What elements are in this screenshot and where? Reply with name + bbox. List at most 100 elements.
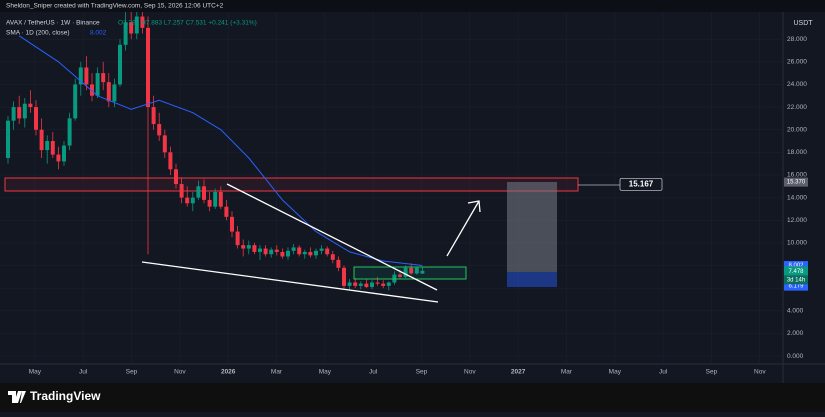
candle-body (162, 135, 167, 153)
x-tick-label: 2027 (511, 369, 526, 376)
x-tick-label: Nov (174, 369, 186, 376)
candle-body (17, 107, 22, 119)
candle-body (140, 16, 145, 28)
candle-body (386, 282, 391, 286)
x-tick-label: May (29, 369, 42, 376)
y-tick-label: 26.000 (787, 59, 807, 66)
y-tick-label: 14.000 (787, 194, 807, 201)
candle-body (22, 103, 27, 119)
candle-body (62, 145, 66, 162)
candle-body (375, 282, 380, 284)
candle-body (325, 248, 330, 255)
candle-body (258, 248, 262, 252)
legend-ohlc: O7.291 H7.883 L7.257 C7.531 +0.241 (+3.3… (118, 20, 257, 27)
candle-body (45, 141, 50, 151)
grid: 0.0002.0004.0006.0008.00010.00012.00014.… (0, 12, 807, 376)
candle-body (274, 249, 279, 252)
candle-body (146, 27, 150, 108)
x-tick-label: Sep (126, 369, 138, 376)
y-tick-label: 22.000 (787, 104, 807, 111)
legend-symbol: AVAX / TetherUS · 1W · Binance (6, 20, 100, 27)
price-tag (784, 281, 808, 291)
candle-body (56, 154, 61, 162)
candle-body (420, 270, 425, 274)
candle-body (409, 267, 414, 274)
lower-trendline (141, 261, 439, 303)
y-tick-label: 2.000 (787, 330, 804, 337)
candle-body (213, 191, 218, 207)
candle-body (101, 73, 106, 83)
candle-body (39, 129, 44, 151)
y-tick-label: 0.000 (787, 353, 804, 360)
x-tick-label: Sep (416, 369, 428, 376)
candle-body (302, 251, 307, 255)
candle-body (347, 282, 352, 286)
candle-body (230, 216, 234, 232)
candle-body (364, 283, 369, 288)
logo-text: TradingView (30, 389, 101, 403)
candle-body (286, 250, 290, 257)
candle-body (224, 206, 229, 217)
candle-body (28, 103, 33, 108)
candle-body (106, 82, 111, 102)
x-tick-label: Mar (271, 369, 283, 376)
arrow-shaft (446, 200, 480, 257)
candle-body (342, 267, 346, 286)
x-tick-label: Jul (79, 369, 88, 376)
price-tag-label: 7.478 (788, 269, 804, 275)
y-tick-label: 20.000 (787, 126, 807, 133)
candle-body (358, 283, 363, 286)
candle-body (263, 248, 268, 255)
candle-body (241, 245, 246, 249)
candle-body (118, 44, 122, 85)
y-tick-label: 16.000 (787, 172, 807, 179)
candle-body (370, 282, 374, 288)
candle-body (174, 169, 178, 185)
x-tick-label: May (319, 369, 332, 376)
candle-body (123, 22, 128, 45)
y-tick-label: 24.000 (787, 81, 807, 88)
candle-body (78, 67, 83, 85)
y-tick-label: 12.000 (787, 217, 807, 224)
candle-body (34, 107, 38, 130)
candle-body (246, 245, 251, 249)
candle-body (6, 120, 10, 159)
y-tick-label: 18.000 (787, 149, 807, 156)
candle-body (11, 107, 16, 121)
logo-icon (8, 391, 26, 403)
candle-body (308, 251, 313, 256)
countdown-tag (784, 275, 808, 285)
candle-body (403, 267, 408, 277)
legend-sma: SMA · 1D (200, close) (6, 30, 70, 37)
candle-body (297, 247, 302, 255)
candle-body (291, 247, 296, 251)
candle-body (190, 197, 195, 204)
candle-body (314, 250, 318, 256)
candle-body (134, 16, 139, 34)
candle-body (235, 231, 240, 246)
y-tick-label: 4.000 (787, 308, 804, 315)
price-tag-label: 6.179 (788, 284, 804, 290)
candle-body (252, 245, 257, 252)
candle-body (280, 251, 285, 257)
x-tick-label: Jul (369, 369, 378, 376)
breakout-zone (353, 266, 467, 280)
candle-body (269, 249, 274, 255)
candle-body (398, 274, 402, 277)
candle-body (112, 84, 117, 102)
stop-box (507, 272, 557, 287)
callout-box (619, 178, 663, 191)
candles (6, 12, 425, 291)
candle-body (67, 118, 72, 146)
candle-body (185, 197, 190, 204)
target-box (507, 182, 557, 272)
candle-body (168, 152, 173, 170)
candle-body (95, 73, 100, 96)
price-tag (784, 261, 808, 271)
y-tick-label: 10.000 (787, 240, 807, 247)
price-tag (784, 266, 808, 276)
